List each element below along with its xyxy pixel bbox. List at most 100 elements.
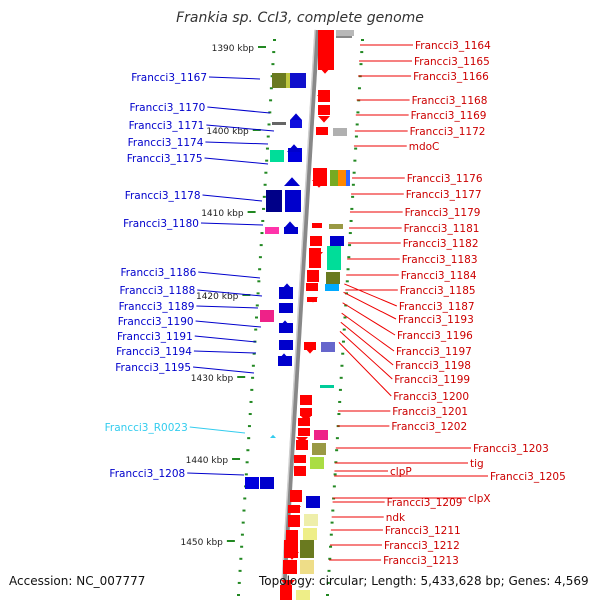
gene-feature — [336, 36, 352, 38]
gene-feature — [279, 303, 293, 313]
left-gene-label: Francci3_1180 — [123, 218, 199, 230]
gene-feature — [288, 515, 300, 527]
gene-feature — [300, 540, 314, 558]
right-label-leader — [341, 312, 395, 352]
strand-arrow — [270, 434, 276, 438]
scale-label: 1450 kbp — [180, 538, 223, 548]
gene-feature — [325, 284, 339, 291]
left-label-leader — [195, 320, 262, 328]
right-label-leader — [338, 342, 392, 397]
right-gene-label: Francci3_1165 — [414, 56, 490, 68]
gene-feature — [260, 310, 274, 322]
strand-arrow — [294, 468, 304, 474]
left-label-leader — [205, 141, 269, 145]
strand-arrow — [300, 415, 312, 422]
scale-label: 1400 kbp — [206, 127, 249, 137]
gene-feature — [290, 120, 302, 128]
strand-arrow — [308, 297, 318, 303]
right-gene-label: clpP — [390, 466, 412, 478]
gene-feature — [300, 560, 314, 574]
right-gene-label: Francci3_1172 — [410, 126, 486, 138]
scale-label: 1430 kbp — [191, 374, 234, 384]
gene-feature — [336, 30, 354, 36]
scale-label: 1390 kbp — [212, 44, 255, 54]
right-gene-label: Francci3_1168 — [412, 95, 488, 107]
right-gene-label: Francci3_1201 — [392, 406, 468, 418]
right-gene-label: Francci3_1185 — [400, 285, 476, 297]
strand-arrow — [291, 506, 301, 512]
strand-arrow — [318, 116, 330, 123]
gene-feature — [310, 236, 322, 246]
left-label-leader — [196, 305, 259, 309]
gene-feature — [326, 272, 340, 284]
right-gene-label: Francci3_1212 — [384, 540, 460, 552]
gene-feature — [330, 170, 338, 186]
gene-feature — [245, 477, 259, 489]
gene-feature — [320, 385, 334, 388]
right-gene-label: Francci3_1198 — [395, 360, 471, 372]
scale-label: 1420 kbp — [196, 292, 239, 302]
gene-feature — [330, 236, 344, 246]
gene-feature — [280, 585, 292, 600]
gene-feature — [300, 408, 312, 416]
gene-feature — [294, 455, 306, 463]
gene-feature — [318, 30, 334, 70]
gene-feature — [298, 418, 310, 426]
right-gene-label: tig — [470, 458, 484, 470]
left-gene-label: Francci3_1189 — [119, 301, 195, 313]
scale-label: 1410 kbp — [201, 209, 244, 219]
right-gene-label: Francci3_1200 — [393, 391, 469, 403]
gene-feature — [286, 530, 298, 540]
gene-feature — [306, 283, 318, 291]
gene-feature — [284, 227, 298, 234]
left-gene-label: Francci3_1167 — [131, 72, 207, 84]
left-label-leader — [207, 106, 271, 114]
left-gene-label: Francci3_1170 — [130, 102, 206, 114]
strand-arrow — [290, 113, 302, 120]
strand-arrow — [287, 144, 301, 152]
strand-arrow — [281, 580, 295, 588]
strand-arrow — [318, 66, 332, 74]
gene-feature — [333, 128, 347, 136]
left-gene-labels: Francci3_1167 Francci3_1170 Francci3_1171 F… — [105, 72, 275, 480]
right-gene-label: Francci3_1177 — [406, 189, 482, 201]
right-gene-label: Francci3_1176 — [407, 173, 483, 185]
right-gene-label: Francci3_1179 — [405, 207, 481, 219]
right-tick-track — [326, 39, 364, 596]
gene-feature — [260, 477, 274, 489]
left-label-leader — [189, 426, 246, 434]
gene-feature — [279, 340, 293, 350]
topology-label: Topology: circular; Length: 5,433,628 bp… — [259, 574, 589, 588]
gene-feature — [298, 428, 310, 436]
left-label-leader — [206, 124, 275, 132]
right-label-leader — [340, 321, 394, 366]
right-label-leader — [339, 330, 393, 380]
left-gene-label: Francci3_1178 — [125, 190, 201, 202]
gene-feature — [327, 246, 341, 270]
gene-feature — [279, 323, 293, 333]
right-label-leader — [344, 283, 398, 307]
gene-feature — [296, 440, 308, 450]
gene-feature — [318, 105, 330, 115]
right-gene-label: Francci3_1187 — [399, 301, 475, 313]
left-label-leader — [202, 194, 263, 202]
strand-arrow — [309, 252, 323, 260]
left-gene-label: Francci3_1195 — [115, 362, 191, 374]
left-gene-label: Francci3_1186 — [120, 267, 196, 279]
accession-label: Accession: NC_007777 — [9, 574, 146, 588]
gene-feature — [272, 122, 286, 125]
strand-arrow — [285, 552, 299, 560]
gene-feature — [286, 73, 290, 88]
gene-feature — [304, 514, 318, 526]
strand-arrow — [284, 177, 300, 186]
right-gene-label: Francci3_1193 — [398, 314, 474, 326]
left-gene-label: Francci3_1188 — [119, 285, 195, 297]
gene-feature — [266, 190, 282, 212]
gene-feature — [278, 356, 292, 366]
right-gene-label: Francci3_1181 — [404, 223, 480, 235]
strand-arrows — [268, 66, 332, 588]
right-gene-label: ndk — [386, 512, 406, 524]
gene-feature — [270, 150, 284, 162]
left-gene-label: Francci3_R0023 — [105, 422, 188, 434]
